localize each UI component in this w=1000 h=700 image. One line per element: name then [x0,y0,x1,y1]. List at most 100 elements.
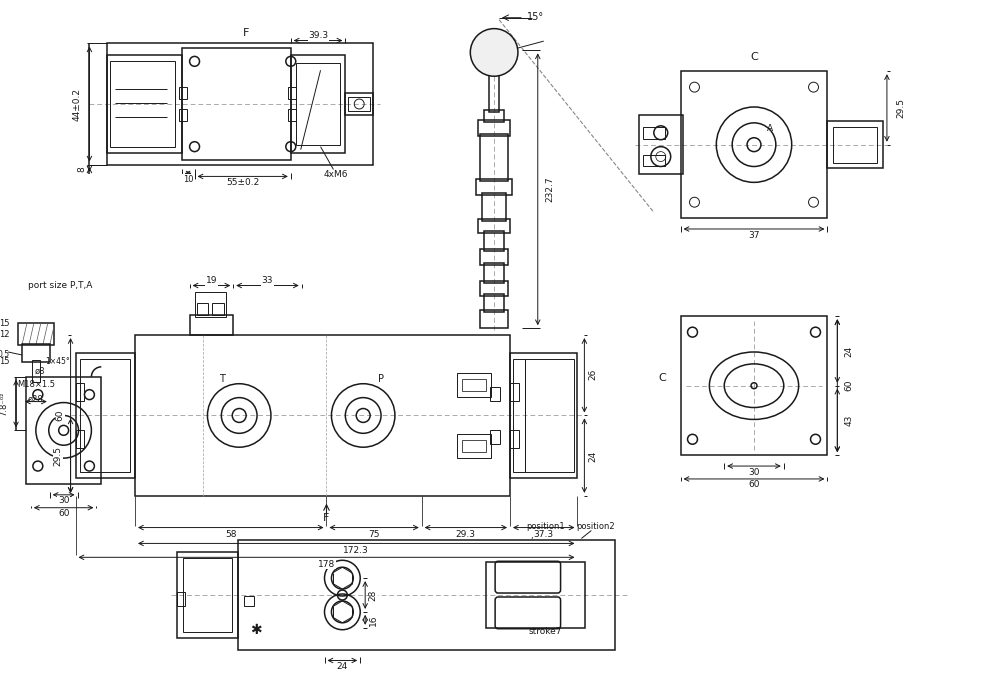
Bar [195,293,226,317]
Bar [348,97,370,111]
Bar [179,109,187,121]
Text: 26: 26 [589,369,598,381]
Bar [480,281,508,296]
Bar [107,43,373,164]
Text: 172.3: 172.3 [343,546,369,555]
Text: 58: 58 [225,530,237,539]
Text: 232.7: 232.7 [545,176,554,202]
Text: 10: 10 [183,175,193,184]
Text: 24: 24 [589,451,598,462]
Text: 7.8⁻⁰²: 7.8⁻⁰² [0,391,9,416]
Bar [107,55,182,153]
Text: 29.3: 29.3 [456,530,476,539]
Text: 60: 60 [58,509,69,518]
Bar [179,87,187,99]
Bar [110,62,175,147]
Text: ✱: ✱ [250,623,262,637]
Bar [177,552,238,638]
Text: 178: 178 [318,560,335,569]
Text: 55±0.2: 55±0.2 [226,178,259,187]
Text: 29.5: 29.5 [896,98,905,118]
Bar [480,134,508,181]
Text: F: F [323,512,330,523]
Text: 30: 30 [748,468,760,477]
Bar [244,596,254,606]
Bar [288,87,296,99]
Text: 75: 75 [368,530,380,539]
Bar [681,316,827,455]
Text: 12: 12 [0,330,10,339]
Bar [513,359,525,472]
Bar [462,440,486,452]
Bar [76,353,135,478]
Text: P: P [378,374,384,384]
Text: 16: 16 [369,614,378,626]
Bar [484,262,504,283]
Bar [345,93,373,115]
Bar [32,360,40,382]
Bar [490,430,500,444]
Bar [288,109,296,121]
Text: 44±0.2: 44±0.2 [73,88,82,120]
Text: 37.3: 37.3 [534,530,554,539]
Bar [296,63,340,145]
Bar [76,383,84,400]
Text: 24: 24 [337,662,348,671]
Text: C: C [659,373,667,383]
Bar [486,562,585,628]
Bar [462,379,486,391]
Text: 15°: 15° [527,12,544,22]
Text: 43: 43 [845,414,854,426]
Bar [190,315,233,335]
Bar [484,295,504,312]
Text: M18×1.5: M18×1.5 [17,380,55,389]
Bar [510,430,519,448]
Text: position1: position1 [526,522,565,531]
Bar [26,377,101,484]
Bar [489,52,499,112]
Text: A: A [767,125,773,133]
Text: stroke7: stroke7 [529,627,562,636]
Bar [476,179,512,195]
Text: 15: 15 [0,358,10,366]
Bar [484,110,504,122]
Text: 0.5: 0.5 [0,351,10,360]
Text: 33: 33 [262,276,273,285]
Text: 37: 37 [748,232,760,240]
Bar [291,55,345,153]
Text: F: F [243,27,249,38]
Bar [833,127,877,162]
Bar [457,373,491,397]
Bar [480,248,508,265]
Bar [22,344,50,362]
Text: 29.5: 29.5 [53,446,62,466]
Bar [643,155,665,167]
Bar [212,303,224,315]
Bar [183,559,232,631]
Circle shape [470,29,518,76]
Bar [639,115,683,174]
Bar [484,231,504,251]
Text: port size P,T,A: port size P,T,A [28,281,92,290]
Bar [643,127,665,139]
Text: position2: position2 [576,522,615,531]
Text: ø8: ø8 [35,366,45,375]
Bar [197,303,208,315]
Bar [177,592,185,606]
Text: 60: 60 [55,410,64,421]
Text: 1×45°: 1×45° [45,358,70,366]
Text: 28: 28 [369,589,378,601]
Text: T: T [219,374,225,384]
Text: 19: 19 [206,276,217,285]
Bar [478,219,510,233]
Bar [182,48,291,160]
Text: 4xM6: 4xM6 [323,170,348,179]
Bar [681,71,827,218]
Bar [510,353,577,478]
Bar [525,359,574,472]
Bar [76,430,84,448]
Text: ø28: ø28 [28,395,44,404]
Text: 8: 8 [77,167,86,172]
Text: C: C [750,52,758,62]
Text: 60: 60 [845,380,854,391]
